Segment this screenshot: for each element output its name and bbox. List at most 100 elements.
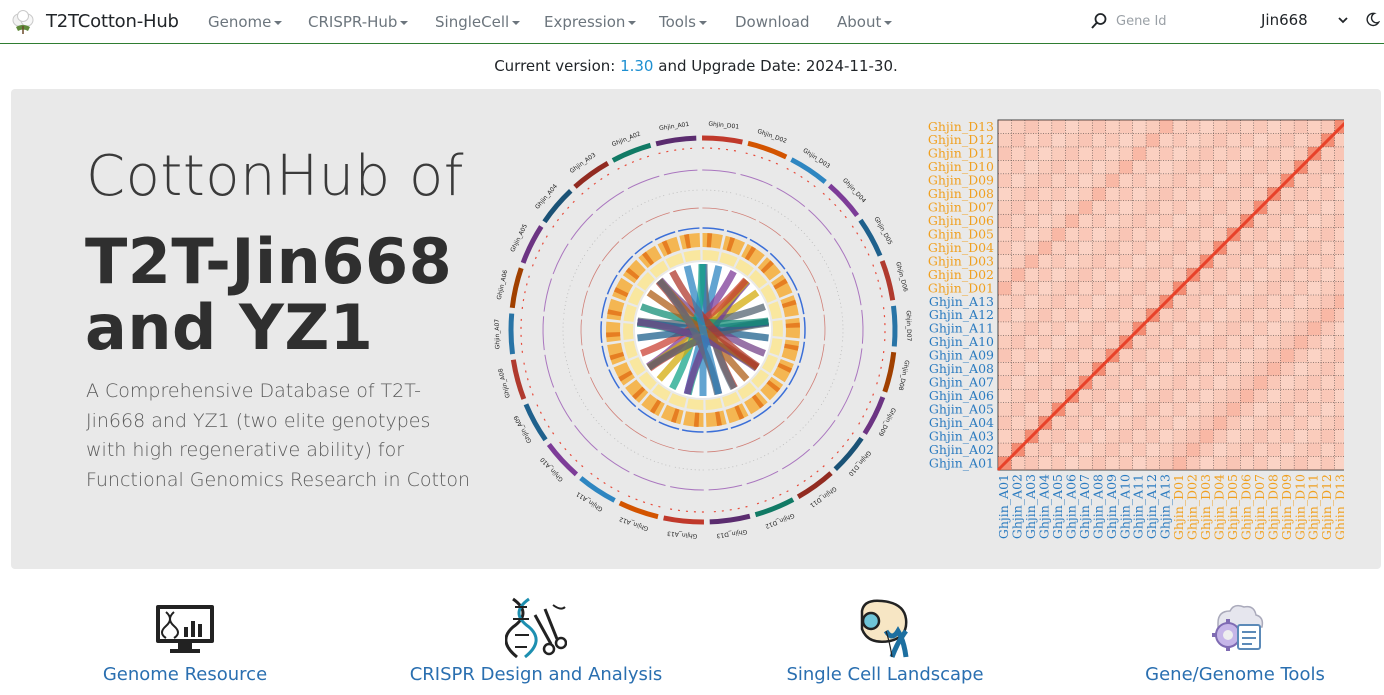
heatmap-cell xyxy=(1294,200,1308,215)
circos-density-track xyxy=(708,484,743,491)
circos-line-track xyxy=(649,439,675,449)
nav-crispr-hub[interactable]: CRISPR-Hub xyxy=(308,0,409,44)
heatmap-cell xyxy=(1294,295,1308,309)
heatmap-cell xyxy=(1213,362,1227,376)
heatmap-cell xyxy=(1038,335,1052,349)
heatmap-cell xyxy=(1199,200,1214,215)
heatmap-cell xyxy=(1132,268,1147,282)
heatmap-cell xyxy=(998,214,1012,228)
heatmap-row-label: Ghjin_A02 xyxy=(929,442,994,457)
circos-marker-track xyxy=(534,400,555,435)
heatmap-cell xyxy=(1119,348,1133,363)
heatmap-cell xyxy=(1280,268,1295,282)
heatmap-cell xyxy=(1119,133,1133,147)
heatmap-cell xyxy=(1240,362,1254,376)
caret-down-icon xyxy=(628,21,637,25)
heatmap-cell xyxy=(1011,402,1025,417)
heatmap-cell xyxy=(1146,443,1160,457)
feature-tools[interactable]: Gene/Genome Tools xyxy=(1070,597,1384,685)
heatmap-cell xyxy=(1307,200,1322,215)
circos-density-track xyxy=(812,419,836,447)
circos-yellow-track xyxy=(652,383,671,402)
circos-yellow-track xyxy=(629,356,646,376)
circos-heat-track xyxy=(781,339,800,362)
heatmap-cell xyxy=(1321,362,1335,376)
heatmap-cell xyxy=(1226,241,1241,255)
circos-chromosome-band xyxy=(827,183,860,217)
circos-line-track xyxy=(816,286,824,312)
nav-download[interactable]: Download xyxy=(735,0,810,44)
heatmap-cell xyxy=(1280,281,1295,295)
genome-select-value: Jin668 xyxy=(1261,11,1308,29)
heatmap-cell xyxy=(1092,295,1106,309)
heatmap-cell xyxy=(1011,429,1025,444)
nav-tools[interactable]: Tools xyxy=(659,0,707,44)
heatmap-row-label: Ghjin_D09 xyxy=(928,173,994,188)
heatmap-cell xyxy=(1092,227,1106,242)
nav-expression[interactable]: Expression xyxy=(544,0,637,44)
heatmap-cell xyxy=(1307,321,1322,336)
heatmap-cell xyxy=(1024,456,1039,470)
feature-single-cell[interactable]: Single Cell Landscape xyxy=(720,597,1050,685)
heatmap-cell xyxy=(1280,321,1295,336)
heatmap-cell xyxy=(1024,254,1039,269)
search-icon[interactable] xyxy=(1090,12,1108,30)
nav-about[interactable]: About xyxy=(837,0,893,44)
heatmap-cell xyxy=(1253,214,1268,228)
heatmap-cell xyxy=(1267,429,1281,444)
heatmap-cell xyxy=(1307,362,1322,376)
heatmap-cell xyxy=(1240,200,1254,215)
heatmap-cell xyxy=(1132,429,1147,444)
heatmap-cell xyxy=(1105,200,1120,215)
heatmap-cell xyxy=(1226,429,1241,444)
heatmap-cell xyxy=(998,268,1012,282)
heatmap-cell xyxy=(1146,146,1160,161)
chevron-down-icon[interactable] xyxy=(1337,14,1349,26)
circos-heat-block xyxy=(618,370,633,382)
heatmap-cell xyxy=(1078,402,1093,417)
circos-marker-track xyxy=(531,231,551,267)
heatmap-cell xyxy=(1159,187,1173,201)
heatmap-cell xyxy=(1226,214,1241,228)
feature-single-cell-link[interactable]: Single Cell Landscape xyxy=(786,664,984,685)
heatmap-cell xyxy=(1334,241,1344,255)
gene-id-search-input[interactable] xyxy=(1116,13,1246,29)
heatmap-cell xyxy=(1038,362,1052,376)
heatmap-cell xyxy=(1092,200,1106,215)
feature-genome-resource-link[interactable]: Genome Resource xyxy=(102,664,268,685)
feature-crispr[interactable]: CRISPR Design and Analysis xyxy=(371,597,701,685)
moon-icon[interactable] xyxy=(1365,12,1380,27)
genome-select[interactable]: Jin668 xyxy=(1261,11,1308,29)
feature-genome-resource[interactable]: Genome Resource xyxy=(20,597,350,685)
circos-chromosome-label: Ghjin_A05 xyxy=(509,223,529,253)
heatmap-cell xyxy=(1280,295,1295,309)
heatmap-cell xyxy=(1038,321,1052,336)
circos-marker-track xyxy=(702,147,741,153)
nav-singlecell[interactable]: SingleCell xyxy=(435,0,521,44)
version-link[interactable]: 1.30 xyxy=(620,57,654,75)
heatmap-cell xyxy=(1213,254,1227,269)
heatmap-cell xyxy=(1065,348,1079,363)
heatmap-cell xyxy=(1011,133,1025,147)
circos-yellow-track xyxy=(623,304,637,323)
heatmap-cell xyxy=(1078,362,1093,376)
circos-chromosome-band xyxy=(579,476,616,503)
heatmap-cell xyxy=(1065,456,1079,470)
heatmap-cell xyxy=(1119,375,1133,390)
heatmap-cell xyxy=(1307,160,1322,174)
circos-line-track xyxy=(758,221,781,237)
nav-genome-label: Genome xyxy=(208,13,272,31)
heatmap-cell xyxy=(1065,241,1079,255)
heatmap-cell xyxy=(1199,268,1214,282)
heatmap-cell xyxy=(1024,120,1039,134)
feature-crispr-link[interactable]: CRISPR Design and Analysis xyxy=(409,664,663,685)
heatmap-cell xyxy=(1132,348,1147,363)
heatmap-cell xyxy=(1024,308,1039,322)
brand[interactable]: T2TCotton-Hub xyxy=(10,9,179,35)
nav-genome[interactable]: Genome xyxy=(208,0,283,44)
heatmap-cell xyxy=(1186,321,1200,336)
circos-yellow-track xyxy=(719,252,738,267)
feature-tools-link[interactable]: Gene/Genome Tools xyxy=(1145,664,1325,685)
heatmap-cell xyxy=(1146,268,1160,282)
heatmap-cell xyxy=(1294,254,1308,269)
